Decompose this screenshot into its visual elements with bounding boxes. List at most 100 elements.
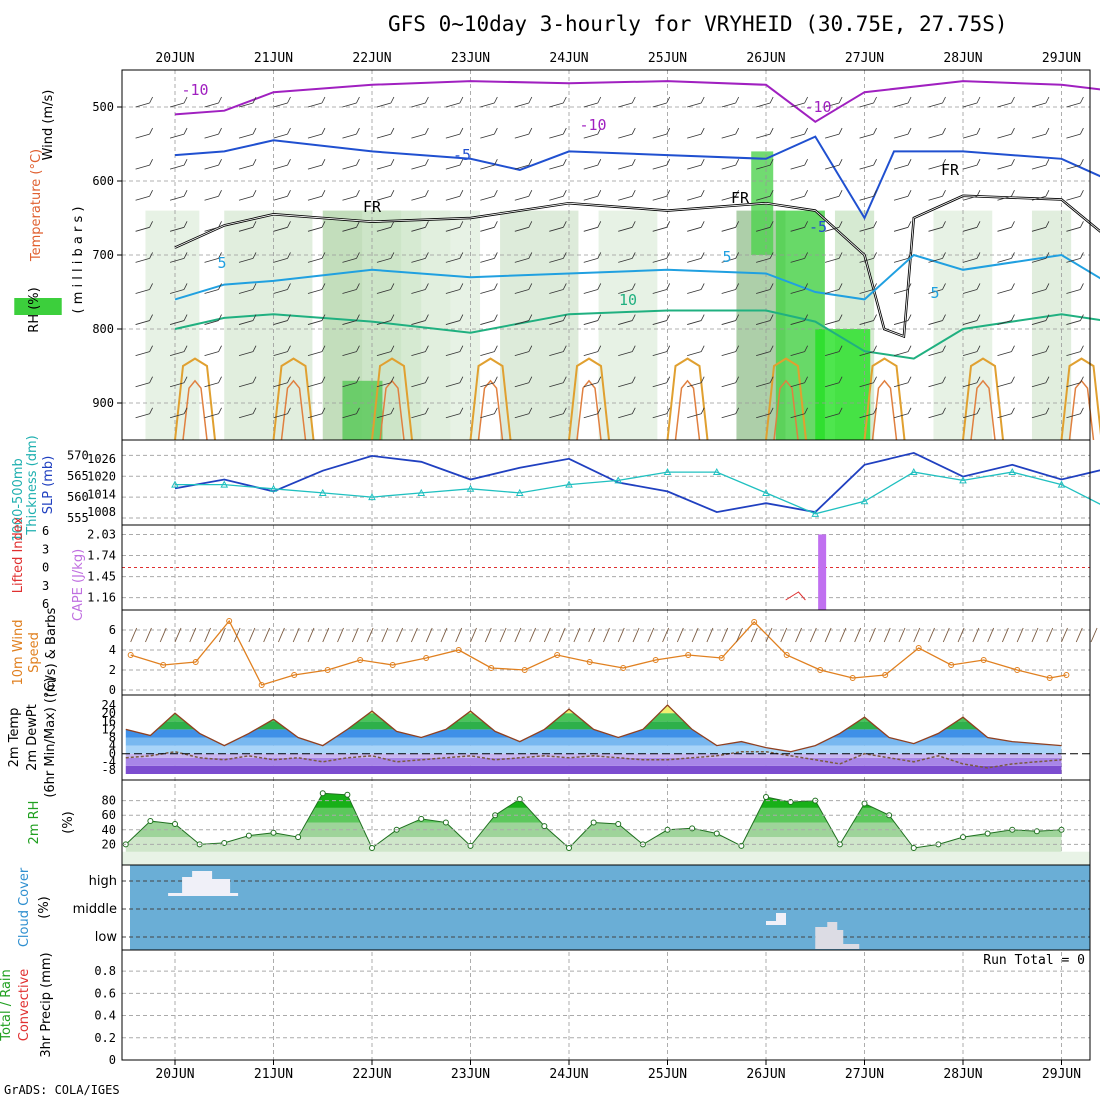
- wind-barb: [1031, 96, 1050, 108]
- wind-barb: [342, 96, 360, 108]
- wind-barb: [721, 345, 740, 357]
- wind-speed-line: [130, 619, 1067, 686]
- thickness-marker: [417, 488, 426, 496]
- wind-barb: [997, 283, 1015, 294]
- surface-wind-barb: [928, 627, 935, 643]
- wind-barb: [445, 127, 464, 139]
- wind-speed-marker: [1063, 672, 1070, 678]
- wind-barb: [1066, 407, 1084, 419]
- wind-barb: [687, 190, 705, 201]
- wind-barb: [790, 252, 808, 263]
- wind-barb: [721, 127, 740, 139]
- wind-barb: [1066, 221, 1084, 232]
- wind-barb: [687, 158, 705, 170]
- wind-barb: [514, 376, 533, 388]
- rh-tick-label: 40: [102, 823, 116, 837]
- wind-barb: [790, 158, 808, 170]
- wind-barb: [928, 158, 946, 170]
- wind-barb: [790, 345, 808, 357]
- panel-label-p5-1: 2m DewPt: [25, 704, 40, 771]
- panel-label-p1-1: Temperature (°C): [29, 149, 44, 262]
- surface-wind-barb: [721, 627, 729, 643]
- wind-barb: [376, 376, 395, 388]
- wind-barb: [514, 221, 533, 232]
- wind-speed-marker: [586, 659, 593, 665]
- surface-wind-barb: [366, 627, 374, 643]
- wind-barb: [893, 190, 912, 201]
- wind-barb: [307, 158, 326, 170]
- wind-barb: [514, 283, 533, 294]
- wind-barb: [1066, 345, 1084, 357]
- date-label-bottom: 24JUN: [549, 1067, 588, 1082]
- wind-barb: [721, 158, 740, 170]
- wind-barb: [756, 96, 774, 108]
- wind-barb: [893, 407, 912, 419]
- rh-shade-4: [421, 210, 481, 440]
- date-label-bottom: 28JUN: [943, 1067, 982, 1082]
- wind-barb: [893, 345, 912, 357]
- wind-barb: [273, 190, 291, 201]
- wind-barb: [756, 345, 774, 357]
- slp-line: [174, 451, 1100, 514]
- date-label-bottom: 21JUN: [254, 1067, 293, 1082]
- wind-tick-label: 6: [109, 623, 116, 637]
- slp-tick-label: 1008: [87, 505, 116, 519]
- wind-barb: [376, 283, 395, 294]
- wind-barb: [204, 376, 222, 388]
- precip-tick-label: 0.6: [94, 986, 116, 1000]
- temperature-contour--10: [174, 80, 1100, 124]
- wind-speed-marker: [357, 657, 364, 663]
- wind-speed-marker: [160, 662, 167, 668]
- low-cloud: [815, 922, 860, 949]
- precip-tick-label: 0: [109, 1053, 116, 1067]
- wind-barb: [824, 96, 843, 108]
- wind-barb: [238, 407, 257, 419]
- wind-barb: [273, 252, 291, 263]
- wind-barb: [721, 283, 740, 294]
- surface-wind-barb: [765, 627, 773, 643]
- wind-barb: [583, 221, 602, 232]
- thickness-line: [175, 471, 1100, 515]
- thickness-marker: [515, 488, 524, 496]
- wind-barb: [859, 252, 877, 263]
- surface-wind-barb: [632, 627, 640, 643]
- panel-frame-p2: [121, 439, 1091, 526]
- wind-barb: [307, 252, 326, 263]
- temp-line: [125, 704, 1062, 753]
- wind-barb: [859, 283, 877, 294]
- wind-barb: [238, 376, 257, 388]
- wind-barb: [411, 376, 429, 388]
- warm-contour: [1060, 357, 1100, 441]
- wind-barb: [273, 407, 291, 419]
- wind-barb: [480, 221, 498, 232]
- panel-label-p2-2: SLP (mb): [41, 456, 56, 515]
- wind-barb: [756, 283, 774, 294]
- precip-tick-label: 0.4: [94, 1009, 116, 1023]
- wind-barb: [273, 127, 291, 139]
- wind-barb: [204, 190, 222, 201]
- panel-label-p1-0: Wind (m/s): [41, 90, 56, 161]
- wind-barb: [342, 158, 360, 170]
- temp-tick-label: 16: [102, 714, 116, 728]
- wind-barb: [962, 314, 981, 325]
- wind-barb: [480, 127, 498, 139]
- wind-barb: [169, 127, 188, 139]
- temp-tick-label: -8: [102, 763, 116, 777]
- panel-label-p8-0: Total / Rain: [0, 969, 14, 1042]
- wind-barb: [583, 407, 602, 419]
- warm-contour: [477, 379, 504, 441]
- wind-barb: [411, 96, 429, 108]
- warm-contours: [174, 357, 1100, 441]
- surface-wind-barb: [987, 627, 995, 643]
- wind-barb: [652, 252, 671, 263]
- date-label-top: 27JUN: [845, 51, 884, 66]
- wind-barb: [997, 190, 1015, 201]
- wind-barb: [618, 158, 636, 170]
- wind-barb: [480, 407, 498, 419]
- wind-barb: [721, 190, 740, 201]
- wind-barb: [411, 221, 429, 232]
- rh-bands: [125, 793, 1062, 859]
- wind-tick-label: 0: [109, 683, 116, 697]
- wind-barb: [169, 158, 188, 170]
- wind-barb: [411, 252, 429, 263]
